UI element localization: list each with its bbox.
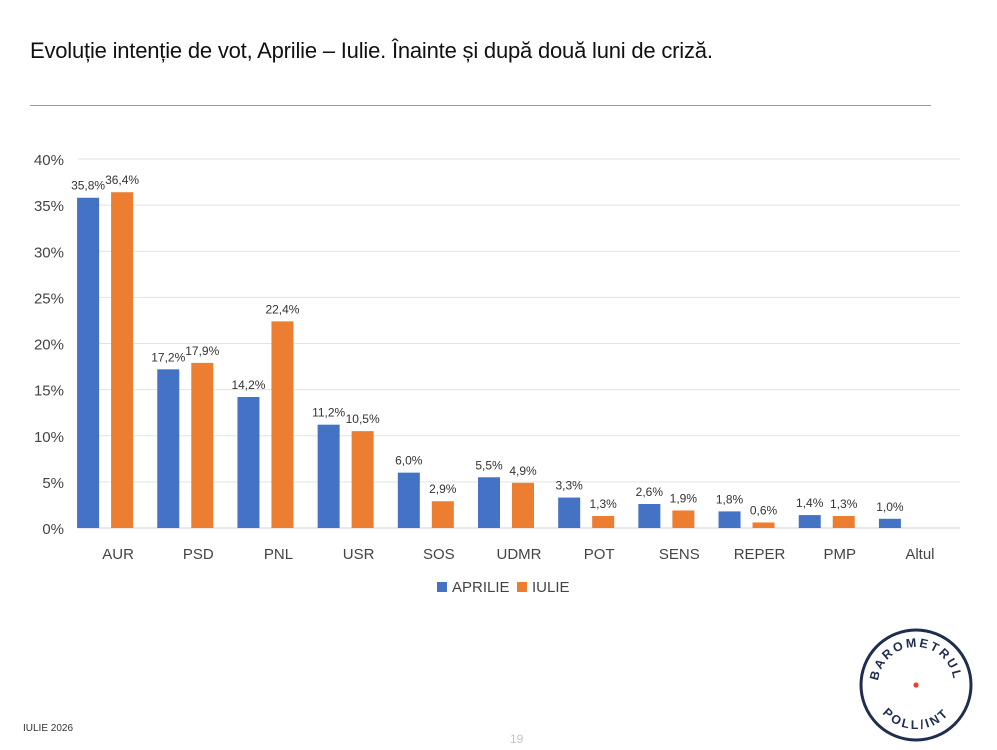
bar-aprilie — [478, 477, 500, 528]
y-tick-label: 25% — [34, 290, 64, 307]
x-tick-label: PNL — [264, 546, 293, 563]
footer-date: IULIE 2026 — [23, 723, 74, 734]
bar-aprilie — [157, 369, 180, 528]
bar-iulie — [672, 510, 695, 528]
y-tick-label: 5% — [42, 475, 64, 492]
y-tick-label: 30% — [34, 244, 64, 261]
data-label: 6,0% — [395, 454, 423, 468]
y-tick-label: 35% — [34, 198, 64, 215]
x-tick-label: SOS — [423, 546, 455, 563]
y-tick-label: 0% — [42, 521, 64, 538]
data-label: 3,3% — [556, 479, 584, 493]
data-label: 0,6% — [750, 503, 778, 517]
logo-dot — [913, 682, 919, 688]
x-tick-label: SENS — [659, 546, 700, 563]
bar-iulie — [111, 192, 134, 528]
x-tick-label: REPER — [734, 546, 786, 563]
x-tick-label: AUR — [102, 546, 134, 563]
legend-swatch-iulie — [517, 582, 527, 592]
bar-iulie — [512, 482, 534, 528]
data-label: 4,9% — [509, 464, 537, 478]
bar-iulie — [832, 516, 855, 528]
data-label: 1,3% — [590, 497, 618, 511]
y-tick-label: 20% — [34, 337, 64, 354]
data-label: 10,5% — [346, 412, 380, 426]
data-label: 35,8% — [71, 179, 105, 193]
bar-iulie — [431, 501, 454, 528]
bar-aprilie — [638, 504, 661, 528]
bar-iulie — [752, 522, 775, 528]
bar-aprilie — [558, 497, 581, 528]
x-tick-label: POT — [584, 546, 615, 563]
bar-iulie — [351, 431, 374, 528]
bar-aprilie — [397, 472, 420, 528]
data-label: 11,2% — [312, 406, 345, 420]
bar-aprilie — [798, 515, 821, 528]
data-label: 17,2% — [151, 350, 185, 364]
x-tick-label: USR — [343, 546, 375, 563]
y-tick-label: 10% — [34, 429, 64, 446]
legend-label-iulie: IULIE — [532, 579, 570, 596]
data-label: 22,4% — [265, 302, 299, 316]
data-label: 2,9% — [429, 482, 457, 496]
data-label: 1,0% — [876, 500, 904, 514]
data-label: 1,9% — [670, 491, 698, 505]
data-label: 2,6% — [636, 485, 664, 499]
x-tick-label: Altul — [905, 546, 934, 563]
bar-chart: 0% 5% 10% 15% 20% 25% 30% 35% 40% 35,8% 36,4% AUR 17… — [34, 152, 960, 596]
data-label: 17,9% — [185, 344, 219, 358]
x-tick-label: UDMR — [497, 546, 542, 563]
bar-aprilie — [317, 424, 340, 528]
page-title: Evoluție intenție de vot, Aprilie – Iuli… — [30, 38, 713, 63]
barometrul-logo: BAROMETRUL POLL/INT — [859, 628, 973, 742]
bar-aprilie — [237, 397, 260, 528]
data-label: 1,4% — [796, 496, 824, 510]
bar-iulie — [191, 362, 214, 528]
title-divider — [30, 105, 931, 106]
y-tick-label: 15% — [34, 383, 64, 400]
y-tick-label: 40% — [34, 152, 64, 169]
x-tick-label: PSD — [183, 546, 214, 563]
bar-aprilie — [77, 197, 100, 528]
data-label: 5,5% — [475, 458, 503, 472]
x-tick-label: PMP — [823, 546, 856, 563]
legend-label-aprilie: APRILIE — [452, 579, 510, 596]
bar-iulie — [592, 516, 615, 528]
data-label: 36,4% — [105, 173, 139, 187]
data-label: 1,3% — [830, 497, 858, 511]
bar-iulie — [271, 321, 294, 528]
page-number: 19 — [510, 732, 524, 746]
bar-aprilie — [718, 511, 741, 528]
legend-swatch-aprilie — [437, 582, 447, 592]
data-label: 14,2% — [231, 378, 265, 392]
data-label: 1,8% — [716, 492, 744, 506]
bar-aprilie — [878, 518, 901, 528]
